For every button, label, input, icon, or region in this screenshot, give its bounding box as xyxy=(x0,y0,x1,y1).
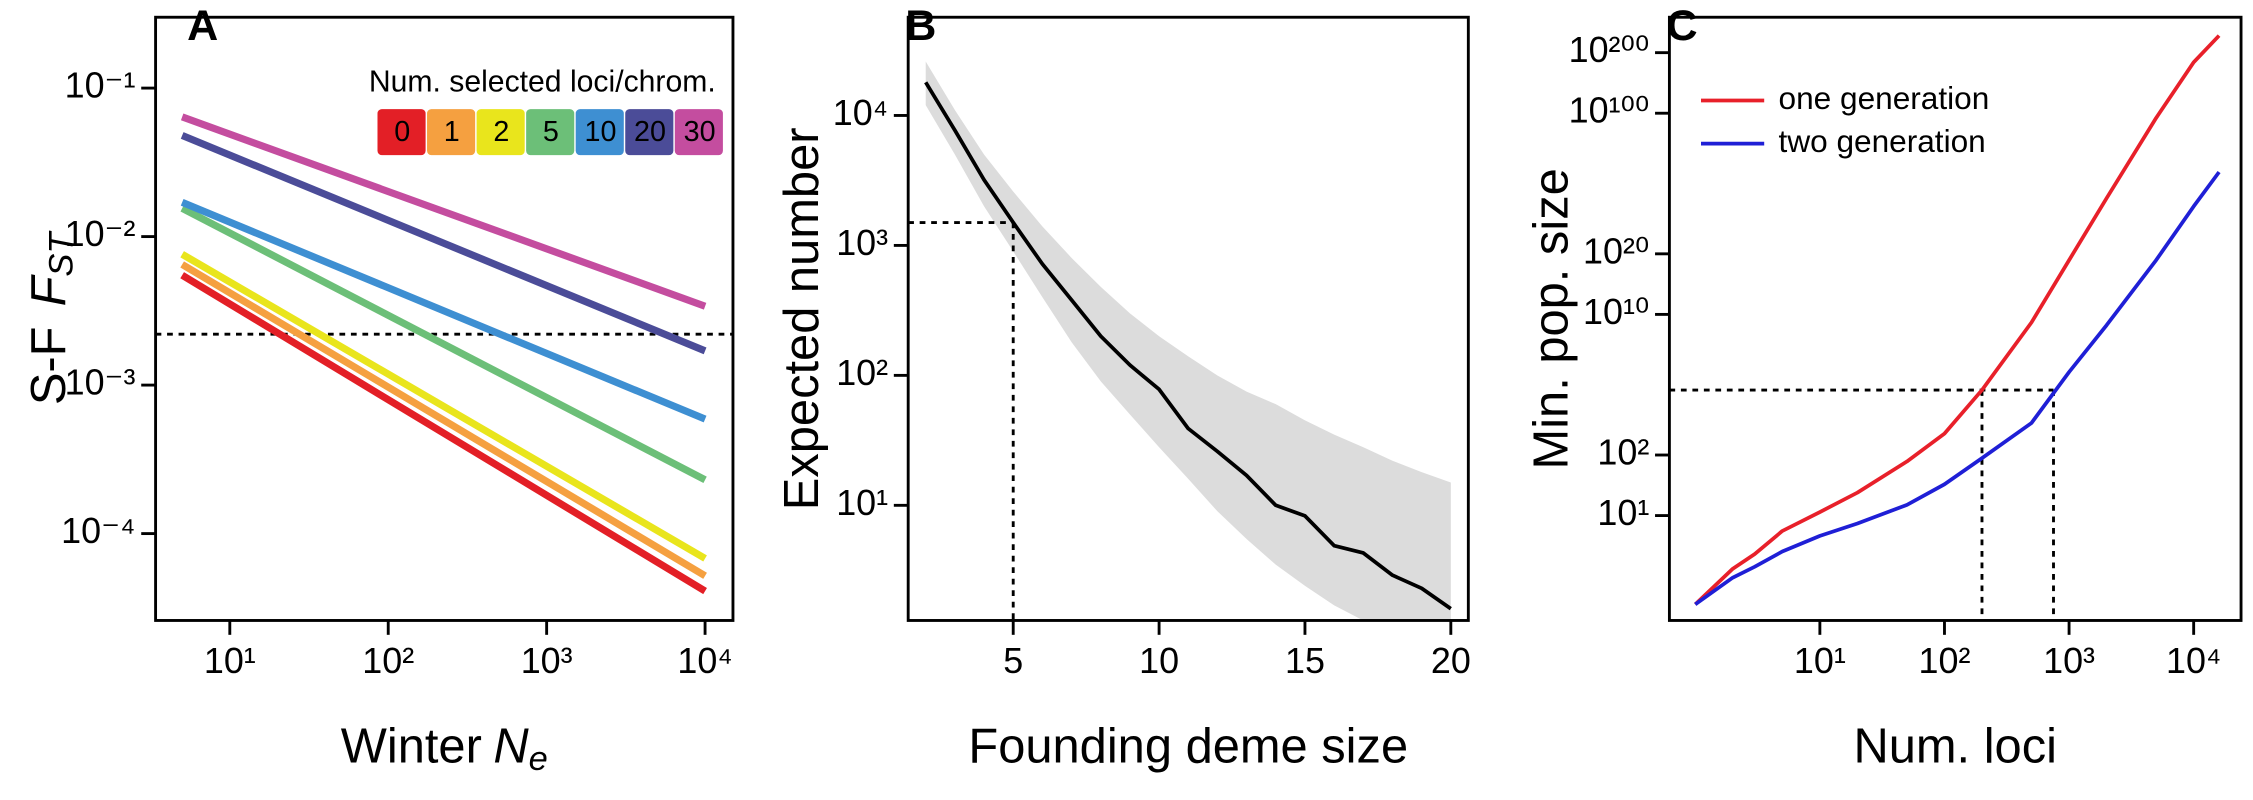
y-tick-label: 10⁻³ xyxy=(65,363,136,403)
legend-label: 1 xyxy=(444,116,460,148)
y-tick-label: 10⁻⁴ xyxy=(61,511,135,551)
plot-frame xyxy=(154,15,735,622)
data-line xyxy=(180,199,707,423)
x-axis-label-text: Num. loci xyxy=(1853,720,2057,774)
legend-swatch xyxy=(377,109,426,156)
panel-letter: A xyxy=(187,2,218,50)
x-axis-label-sub: e xyxy=(529,740,548,778)
data-line xyxy=(180,205,707,484)
x-axis-label: Founding deme size xyxy=(968,720,1408,774)
y-tick-label: 10²⁰ xyxy=(1583,231,1649,271)
x-tick-label: 10³ xyxy=(2043,641,2095,681)
x-tick-label: 10¹ xyxy=(204,641,256,681)
plot-area xyxy=(908,61,1452,621)
y-tick-label: 10¹⁰ xyxy=(1583,292,1649,332)
y-axis-label-text: S-F xyxy=(22,327,76,406)
panel: B 5 10 15 20 10⁴ 10³ 10² 10¹ Founding deme size Ex… xyxy=(775,2,1471,774)
y-tick-label: 10⁴ xyxy=(833,93,888,133)
legend-label: 0 xyxy=(394,116,410,148)
y-tick-label: 10²⁰⁰ xyxy=(1569,30,1650,70)
panel-letter: B xyxy=(905,2,936,50)
y-axis-label: Min. pop. size xyxy=(1524,168,1578,469)
legend-label: 2 xyxy=(493,116,509,148)
interval-band xyxy=(925,61,1451,621)
data-line xyxy=(180,251,707,562)
legend-label: two generation xyxy=(1779,123,1986,159)
x-tick-label: 10³ xyxy=(521,641,573,681)
x-tick-label: 10¹ xyxy=(1794,641,1846,681)
y-axis-label: S-F FST xyxy=(22,230,81,406)
x-axis-label-text: Winter xyxy=(341,720,482,774)
y-tick-label: 10¹⁰⁰ xyxy=(1569,91,1650,131)
x-axis-label-text: Founding deme size xyxy=(968,720,1408,774)
data-line xyxy=(180,261,707,579)
plot-area xyxy=(155,113,733,595)
x-tick-label: 10² xyxy=(362,641,414,681)
legend-swatch xyxy=(526,109,575,156)
panel: A 10¹ 10² 10³ 10⁴ 10⁻¹ 10⁻² 10⁻³ 10⁻⁴ Winter Ne S-F… xyxy=(22,2,735,779)
legend-swatch xyxy=(427,109,476,156)
legend-label: 5 xyxy=(543,116,559,148)
y-axis-label: Expected number xyxy=(775,127,829,510)
y-tick-label: 10⁻² xyxy=(65,214,136,254)
x-tick-label: 5 xyxy=(1003,641,1023,681)
data-line xyxy=(180,132,707,355)
x-tick-label: 10 xyxy=(1139,641,1179,681)
y-axis-label-symbol: F xyxy=(22,273,76,306)
y-tick-label: 10¹ xyxy=(836,483,888,523)
x-tick-label: 10² xyxy=(1919,641,1971,681)
y-axis-label-sub: ST xyxy=(43,230,81,277)
x-tick-label: 15 xyxy=(1285,641,1325,681)
legend-swatch xyxy=(575,109,624,156)
data-line xyxy=(180,272,707,595)
plot-frame xyxy=(1667,15,2243,622)
legend-label: 30 xyxy=(684,116,716,148)
y-tick-label: 10² xyxy=(836,353,888,393)
y-tick-label: 10² xyxy=(1597,432,1649,472)
data-line xyxy=(1694,170,2221,606)
y-tick-label: 10³ xyxy=(836,223,888,263)
data-line xyxy=(924,81,1452,611)
y-tick-label: 10¹ xyxy=(1597,493,1649,533)
legend-label: 10 xyxy=(584,116,616,148)
legend-label: one generation xyxy=(1779,80,1990,116)
legend-swatch xyxy=(674,109,723,156)
legend-swatch xyxy=(476,109,525,156)
y-axis-label-text: Min. pop. size xyxy=(1524,168,1578,469)
legend-title: Num. selected loci/chrom. xyxy=(369,65,716,98)
x-axis-label: Winter Ne xyxy=(341,720,548,779)
legend-swatch xyxy=(625,109,674,156)
x-axis-label-symbol: N xyxy=(493,720,529,774)
plot-frame xyxy=(906,15,1470,622)
y-tick-label: 10⁻¹ xyxy=(65,66,136,106)
panel-letter: C xyxy=(1667,2,1698,50)
x-tick-label: 10⁴ xyxy=(677,641,732,681)
y-axis-label-text: Expected number xyxy=(775,127,829,510)
x-axis-label: Num. loci xyxy=(1853,720,2057,774)
data-line xyxy=(1693,34,2221,606)
data-line xyxy=(180,113,707,310)
legend-label: 20 xyxy=(634,116,666,148)
x-tick-label: 20 xyxy=(1431,641,1471,681)
x-tick-label: 10⁴ xyxy=(2166,641,2221,681)
plot-area xyxy=(1669,34,2221,621)
